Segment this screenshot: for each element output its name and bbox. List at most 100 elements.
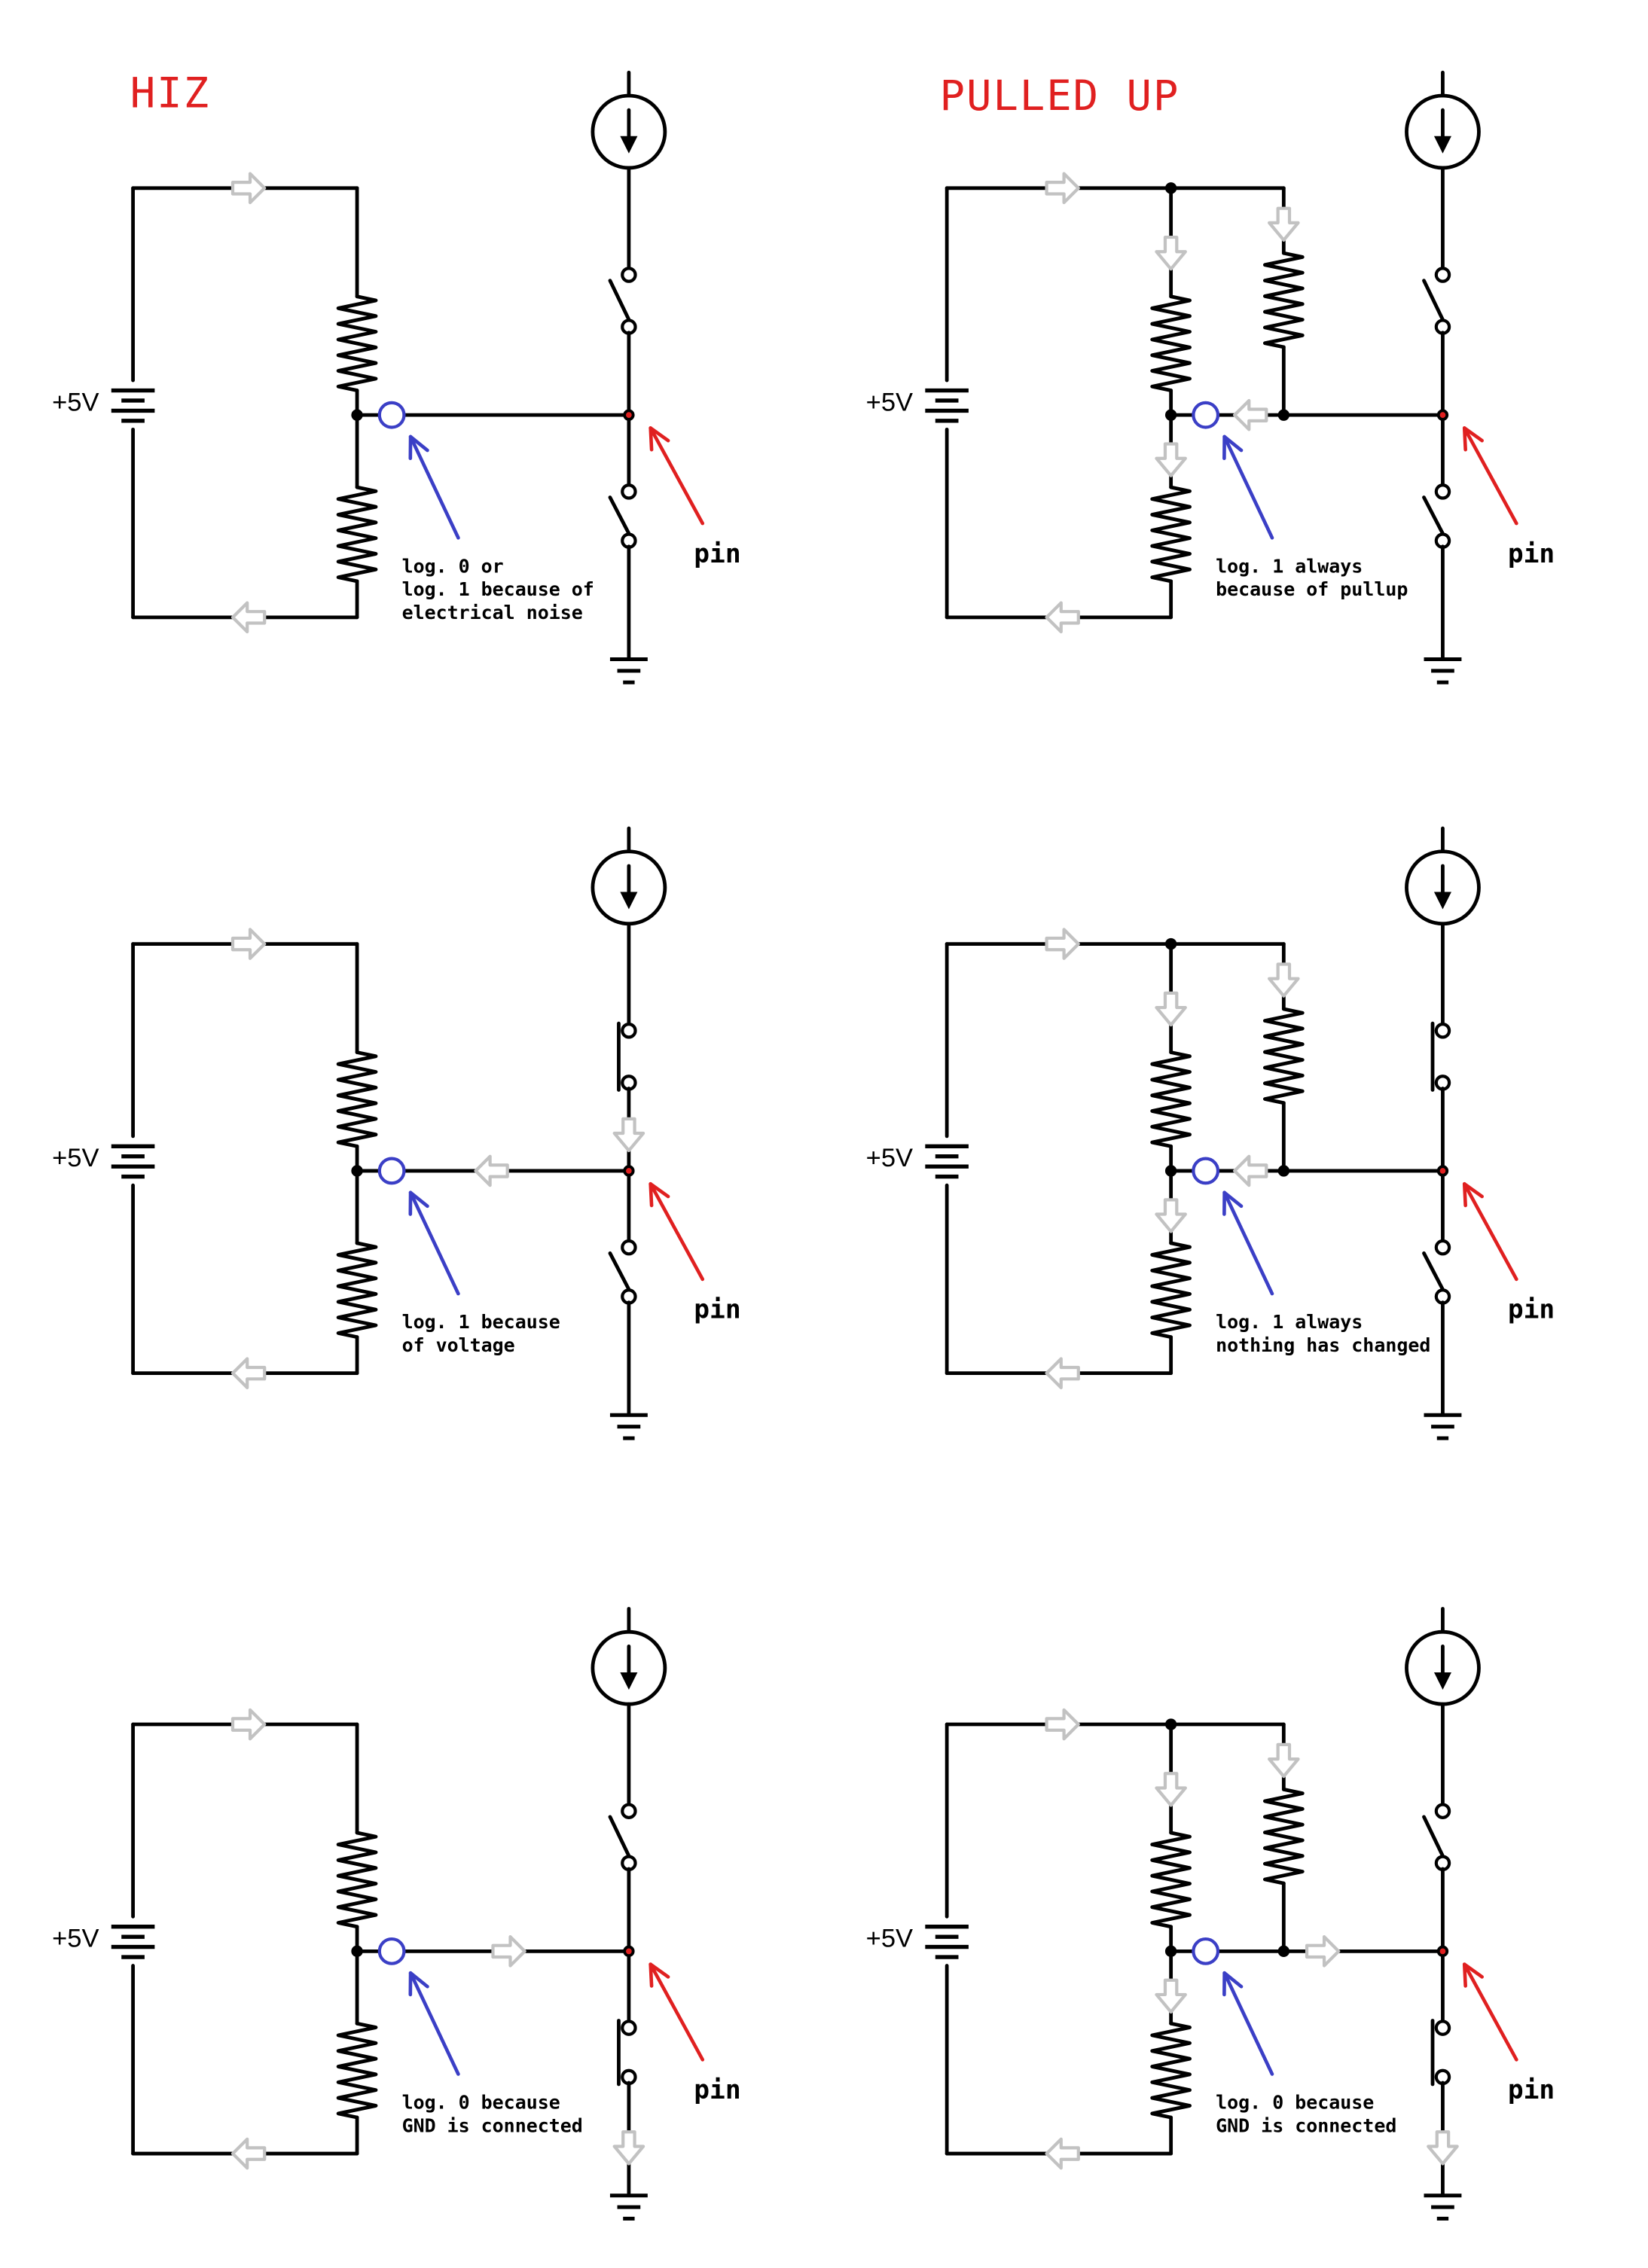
battery-symbol: [111, 1144, 155, 1179]
current-source-icon: [1405, 93, 1481, 170]
current-flow-arrow-down-icon: [612, 1117, 645, 1153]
pullup-resistor: [1262, 251, 1305, 349]
current-flow-arrow-down-icon: [1155, 442, 1187, 477]
switch-contact: [621, 1239, 637, 1256]
note-line: GND is connected: [402, 2114, 583, 2136]
ground-icon: [609, 1413, 648, 1440]
switch-blade: [608, 279, 631, 322]
battery-symbol: [925, 1144, 969, 1179]
pullup-resistor: [1262, 1788, 1305, 1885]
title-hiz: HIZ: [130, 69, 210, 117]
current-source-icon: [591, 93, 667, 170]
current-flow-arrow-right-icon: [1305, 1935, 1341, 1968]
switch-contact: [621, 483, 637, 500]
bottom-switch: [617, 2019, 637, 2087]
switch-contact: [1434, 1803, 1451, 1819]
top-switch: [608, 267, 637, 335]
switch-contact: [621, 1023, 637, 1039]
pin-node-center: [626, 1168, 632, 1174]
bottom-switch: [1422, 1239, 1451, 1305]
current-flow-arrow-down-icon: [612, 2130, 645, 2166]
current-flow-arrow-right-icon: [230, 172, 267, 205]
bottom-switch: [1422, 483, 1451, 549]
probe-point: [1192, 1157, 1220, 1185]
bottom-switch: [1430, 2019, 1451, 2087]
pin-arrow-shaft: [1462, 1181, 1518, 1282]
resistor-lower: [336, 2021, 378, 2120]
current-flow-arrow-right-icon: [1045, 172, 1080, 205]
note-line: nothing has changed: [1216, 1334, 1430, 1356]
probe-point: [377, 401, 406, 429]
pin-arrow: [649, 1181, 705, 1282]
pin-label: pin: [1508, 2075, 1555, 2105]
note-line: log. 1 because: [402, 1311, 560, 1333]
resistor-upper: [336, 1050, 378, 1148]
probe-point: [1192, 401, 1220, 429]
switch-blade: [1422, 495, 1445, 535]
probe-arrow-shaft: [408, 1971, 460, 2076]
switch-blade: [608, 1251, 631, 1291]
probe-arrow-head: [408, 434, 429, 461]
resistor-upper: [1150, 1050, 1192, 1148]
probe-arrow-shaft: [408, 1190, 460, 1296]
current-flow-arrow-right-icon: [230, 1708, 267, 1741]
current-source-arrowhead: [620, 136, 638, 154]
resistor-upper: [1150, 294, 1192, 392]
current-source-arrowhead: [1433, 892, 1451, 910]
probe-arrow: [408, 434, 460, 540]
current-flow-arrow-down-icon: [1268, 962, 1300, 998]
switch-contact: [1434, 1239, 1451, 1256]
bottom-switch: [608, 483, 637, 549]
current-flow-arrow-left-icon: [474, 1154, 509, 1187]
probe-arrow: [1222, 1190, 1274, 1296]
pin-arrow-head: [649, 1181, 670, 1208]
current-flow-arrow-down-icon: [1268, 206, 1300, 242]
ground-icon: [1424, 2193, 1462, 2221]
pin-label: pin: [694, 1295, 740, 1325]
current-flow-arrow-down-icon: [1155, 1978, 1187, 2014]
current-flow-arrow-down-icon: [1155, 1772, 1187, 1807]
current-flow-arrow-left-icon: [1232, 1154, 1268, 1187]
pin-arrow-shaft: [649, 426, 705, 526]
ground-icon: [609, 657, 648, 684]
pin-arrow: [649, 1962, 705, 2062]
pin-arrow: [1462, 1181, 1518, 1282]
note-line: log. 1 because of: [402, 578, 594, 600]
current-source-icon: [1405, 849, 1481, 926]
current-flow-arrow-down-icon: [1155, 1198, 1187, 1233]
pin-arrow-head: [1462, 426, 1484, 452]
switch-blade: [1422, 279, 1445, 322]
probe-arrow-shaft: [408, 434, 460, 540]
probe-arrow-head: [1222, 1190, 1244, 1216]
pin-node-center: [1439, 1948, 1446, 1955]
supply-label: +5V: [52, 1144, 99, 1172]
switch-blade: [608, 1815, 631, 1858]
ground-icon: [1424, 1413, 1462, 1440]
current-flow-arrow-right-icon: [1045, 928, 1080, 960]
note-line: log. 0 or: [402, 555, 504, 577]
current-flow-arrow-left-icon: [1045, 1357, 1080, 1389]
pin-arrow-shaft: [649, 1181, 705, 1282]
probe-arrow: [408, 1190, 460, 1296]
current-flow-arrow-left-icon: [230, 1357, 267, 1389]
current-flow-arrow-left-icon: [1232, 398, 1268, 431]
resistor-lower: [1150, 485, 1192, 584]
pin-node-center: [1439, 1168, 1446, 1174]
pin-arrow-shaft: [1462, 426, 1518, 526]
current-source-icon: [591, 1629, 667, 1706]
switch-blade: [1422, 1815, 1445, 1858]
note-line: log. 0 because: [1216, 2092, 1374, 2114]
switch-contact: [621, 2020, 637, 2036]
probe-arrow-head: [1222, 1971, 1244, 1997]
current-source-arrowhead: [1433, 136, 1451, 154]
note-line: because of pullup: [1216, 578, 1408, 600]
probe-arrow-shaft: [1222, 1190, 1274, 1296]
note-line: electrical noise: [402, 602, 583, 623]
switch-blade: [608, 495, 631, 535]
resistor-lower: [1150, 1241, 1192, 1340]
